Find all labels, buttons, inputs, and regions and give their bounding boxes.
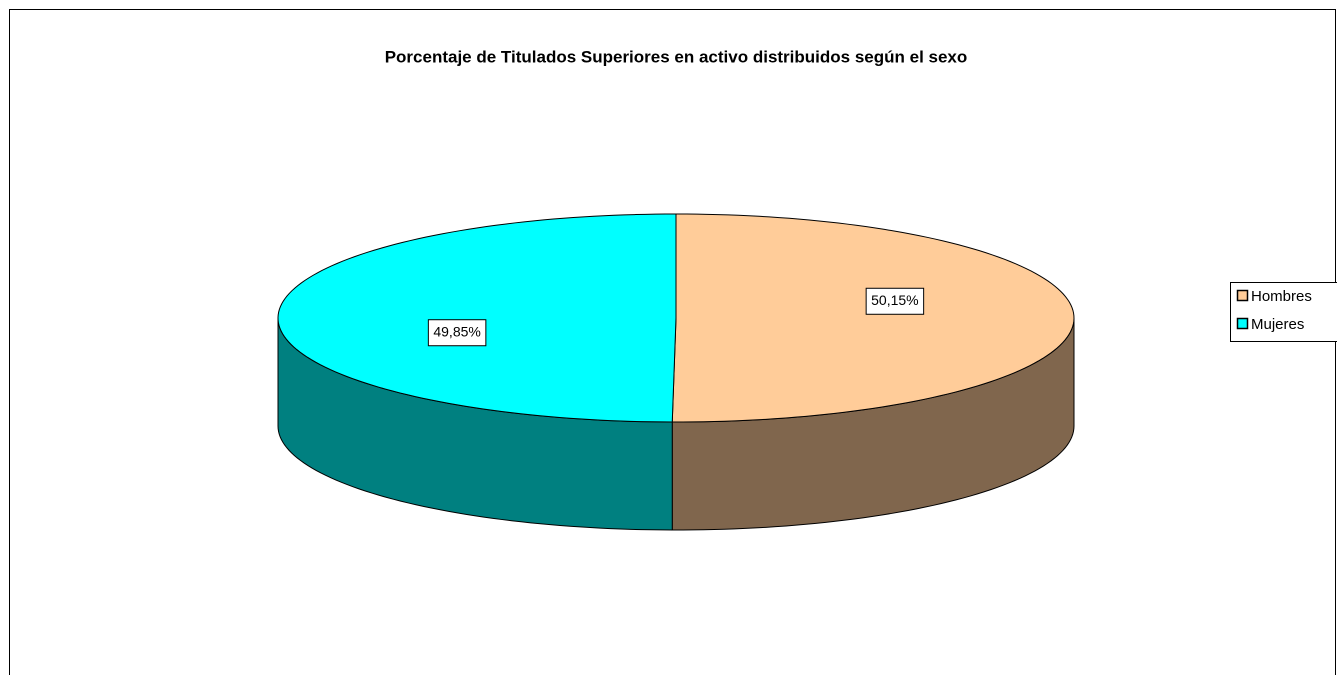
data-label-text: 50,15% <box>871 292 918 308</box>
legend-label: Hombres <box>1251 288 1312 305</box>
data-label-box <box>865 287 925 315</box>
data-label-text: 49,85% <box>433 323 480 339</box>
slice <box>277 213 677 423</box>
legend-label: Mujeres <box>1251 316 1304 333</box>
chart-title: Porcentaje de Titulados Superiores en ac… <box>385 47 968 66</box>
legend-swatch <box>1236 317 1249 330</box>
legend-swatch <box>1236 289 1249 302</box>
slice <box>671 213 1075 423</box>
data-label: 50,15% <box>865 287 925 315</box>
data-label: 49,85% <box>427 319 487 347</box>
data-label-box <box>427 319 487 347</box>
